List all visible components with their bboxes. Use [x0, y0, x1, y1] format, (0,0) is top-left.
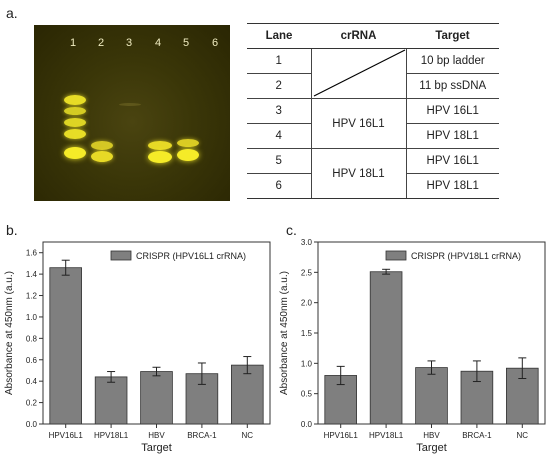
crrna-group-cell: HPV 18L1 [310, 148, 407, 199]
x-tick-label: HPV18L1 [369, 431, 404, 440]
table-row: 3 HPV 16L1 HPV 16L1 [247, 98, 499, 149]
gel-band [64, 129, 86, 139]
y-tick-label: 0.5 [301, 390, 313, 399]
gel-band [148, 151, 172, 163]
x-tick-label: BRCA-1 [462, 431, 492, 440]
x-tick-label: BRCA-1 [187, 431, 217, 440]
legend-swatch [110, 250, 132, 261]
y-tick-label: 0.0 [301, 420, 313, 429]
target-cell: HPV 16L1 [406, 148, 499, 174]
y-tick-label: 3.0 [301, 238, 313, 247]
header-target: Target [406, 23, 499, 49]
target-cell: 10 bp ladder [406, 48, 499, 74]
y-tick-label: 0.4 [26, 377, 38, 386]
target-cell: HPV 16L1 [406, 98, 499, 124]
gel-band [148, 141, 172, 150]
table-row: 6 HPV 18L1 [247, 173, 499, 199]
x-axis-label: Target [141, 442, 172, 454]
gel-band [91, 141, 113, 150]
x-tick-label: HBV [423, 431, 440, 440]
y-tick-label: 1.2 [26, 292, 38, 301]
bar [231, 364, 264, 425]
y-tick-label: 1.5 [301, 329, 313, 338]
y-tick-label: 0.0 [26, 420, 38, 429]
gel-band [177, 139, 199, 147]
gel-band [64, 107, 86, 115]
panel-label-b: b. [6, 222, 18, 238]
gel-band [64, 95, 86, 105]
gel-band [64, 147, 86, 159]
lane-number-4: 4 [154, 37, 162, 49]
lane-number-2: 2 [97, 37, 105, 49]
diagonal-line [313, 49, 405, 97]
crrna-none-cell [310, 48, 407, 99]
x-axis-label: Target [416, 442, 447, 454]
y-tick-label: 2.0 [301, 299, 313, 308]
lane-number-5: 5 [182, 37, 190, 49]
table-row: 2 11 bp ssDNA [247, 73, 499, 99]
chart-c: 0.0 0.5 1.0 1.5 2.0 2.5 3.0 HPV16L1 HPV18L1 HBV BR… [279, 238, 546, 454]
lane-number-3: 3 [125, 37, 133, 49]
x-tick-label: HPV18L1 [94, 431, 129, 440]
lane-table: Lane crRNA Target 1 10 bp ladder 2 11 bp… [247, 23, 499, 199]
target-cell: HPV 18L1 [406, 123, 499, 149]
x-tick-label: HPV16L1 [49, 431, 84, 440]
bar [415, 367, 448, 425]
x-tick-label: HPV16L1 [324, 431, 359, 440]
header-lane: Lane [247, 23, 311, 49]
y-tick-label: 1.0 [26, 313, 38, 322]
lane-cell: 1 [247, 48, 311, 74]
gel-band [177, 149, 199, 161]
lane-cell: 4 [247, 123, 311, 149]
chart-b: 0.0 0.2 0.4 0.6 0.8 1.0 1.2 1.4 1.6 HPV16L1 HPV18L… [4, 241, 271, 454]
bar [140, 371, 173, 425]
target-cell: HPV 18L1 [406, 173, 499, 199]
y-tick-label: 1.6 [26, 249, 38, 258]
table-header-row: Lane crRNA Target [247, 23, 499, 49]
lane-cell: 6 [247, 173, 311, 199]
lane-cell: 5 [247, 148, 311, 174]
header-crrna: crRNA [311, 23, 406, 49]
y-tick-label: 0.6 [26, 356, 38, 365]
lane-cell: 2 [247, 73, 311, 99]
gel-band [119, 103, 141, 106]
x-tick-label: NC [242, 431, 254, 440]
gel-band [64, 118, 86, 127]
y-tick-label: 1.4 [26, 270, 38, 279]
table-row: 1 10 bp ladder [247, 48, 499, 99]
gel-image: 1 2 3 4 5 6 [34, 25, 230, 201]
lane-cell: 3 [247, 98, 311, 124]
lane-number-6: 6 [211, 37, 219, 49]
panel-label-a: a. [6, 5, 18, 21]
legend-label: CRISPR (HPV16L1 crRNA) [136, 251, 246, 261]
y-tick-label: 1.0 [301, 359, 313, 368]
legend-label: CRISPR (HPV18L1 crRNA) [411, 251, 521, 261]
gel-band [91, 151, 113, 162]
y-tick-label: 0.8 [26, 334, 38, 343]
y-axis-label: Absorbance at 450nm (a.u.) [4, 271, 15, 395]
y-tick-label: 2.5 [301, 268, 313, 277]
legend-swatch [385, 250, 407, 261]
y-axis-label: Absorbance at 450nm (a.u.) [279, 271, 290, 395]
table-row: 4 HPV 18L1 [247, 123, 499, 149]
y-tick-label: 0.2 [26, 399, 38, 408]
target-cell: 11 bp ssDNA [406, 73, 499, 99]
bar [185, 373, 219, 425]
bar [369, 271, 403, 425]
x-tick-label: NC [517, 431, 529, 440]
bar [94, 376, 128, 425]
x-tick-label: HBV [148, 431, 165, 440]
bar [49, 267, 82, 425]
crrna-group-cell: HPV 16L1 [310, 98, 407, 149]
table-row: 5 HPV 18L1 HPV 16L1 [247, 148, 499, 199]
lane-number-1: 1 [69, 37, 77, 49]
panel-label-c: c. [286, 222, 297, 238]
